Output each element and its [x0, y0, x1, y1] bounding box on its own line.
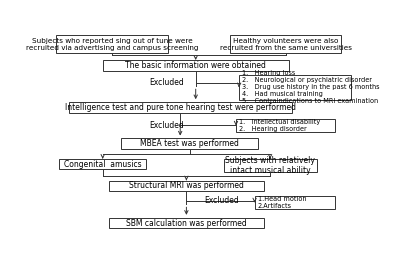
Text: 1.Head motion
2.Artifacts: 1.Head motion 2.Artifacts — [258, 196, 306, 209]
FancyBboxPatch shape — [103, 60, 289, 71]
FancyBboxPatch shape — [230, 35, 342, 53]
FancyBboxPatch shape — [109, 218, 264, 228]
Text: 1.   Intellectual disability
2.   Hearing disorder: 1. Intellectual disability 2. Hearing di… — [239, 119, 320, 132]
Text: Subjects with relatively
intact musical ability: Subjects with relatively intact musical … — [225, 156, 315, 175]
Text: Excluded: Excluded — [205, 197, 240, 205]
Text: Congenital  amusics: Congenital amusics — [64, 160, 142, 169]
Text: Subjects who reported sing out of tune were
recruited via advertising and campus: Subjects who reported sing out of tune w… — [26, 38, 198, 51]
FancyBboxPatch shape — [236, 119, 335, 132]
FancyBboxPatch shape — [109, 180, 264, 191]
Text: Intelligence test and pure tone hearing test were performed: Intelligence test and pure tone hearing … — [65, 103, 296, 112]
Text: SBM calculation was performed: SBM calculation was performed — [126, 218, 247, 227]
FancyBboxPatch shape — [59, 159, 146, 169]
FancyBboxPatch shape — [121, 138, 258, 149]
Text: The basic information were obtained: The basic information were obtained — [125, 61, 266, 70]
FancyBboxPatch shape — [69, 102, 292, 113]
Text: Structural MRI was performed: Structural MRI was performed — [129, 181, 244, 190]
FancyBboxPatch shape — [239, 75, 351, 99]
Text: 1.   Hearing loss
2.   Neurological or psychiatric disorder
3.   Drug use histor: 1. Hearing loss 2. Neurological or psych… — [242, 70, 380, 104]
Text: MBEA test was performed: MBEA test was performed — [140, 139, 239, 148]
Text: Excluded: Excluded — [149, 121, 184, 130]
Text: Healthy volunteers were also
recruited from the same universities: Healthy volunteers were also recruited f… — [220, 38, 352, 51]
Text: Excluded: Excluded — [149, 78, 184, 87]
FancyBboxPatch shape — [224, 159, 317, 173]
FancyBboxPatch shape — [255, 196, 335, 209]
FancyBboxPatch shape — [56, 35, 168, 53]
